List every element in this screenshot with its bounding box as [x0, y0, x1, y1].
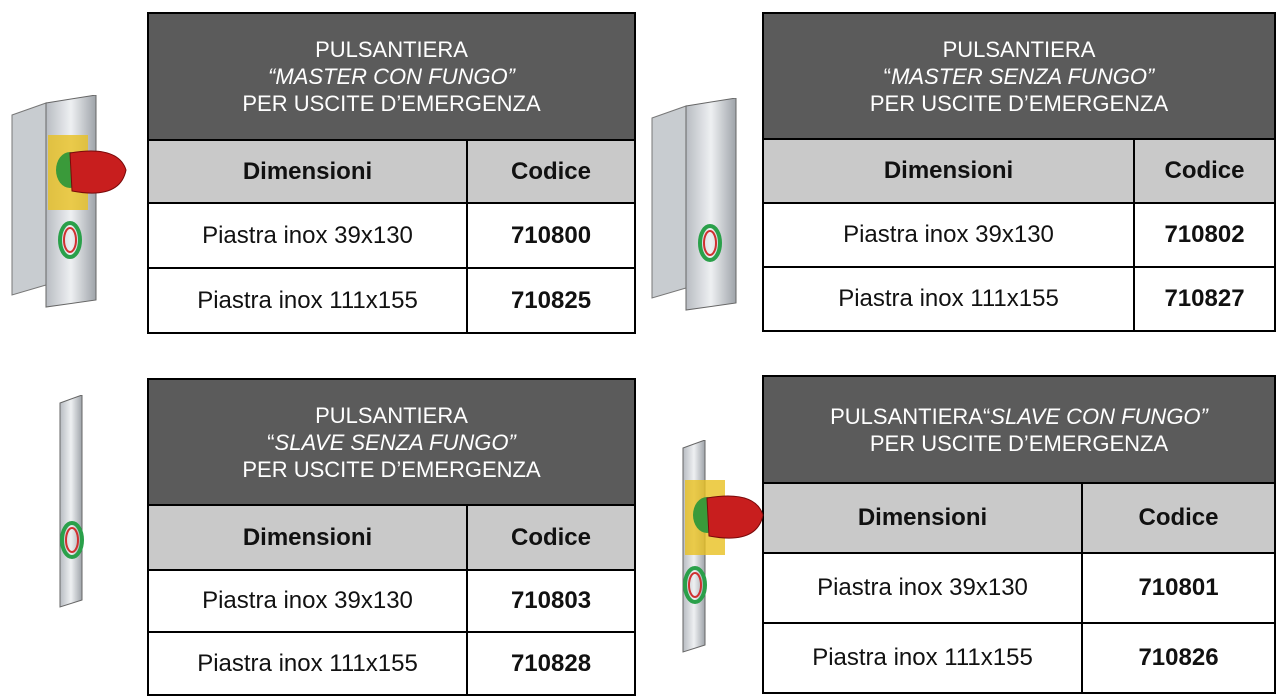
header-line: PER USCITE D’EMERGENZA: [242, 90, 540, 117]
header-line: PER USCITE D’EMERGENZA: [870, 430, 1168, 457]
header-line: PER USCITE D’EMERGENZA: [242, 456, 540, 483]
table-row: Piastra inox 111x155 710828: [149, 631, 634, 694]
column-header: Codice: [468, 141, 634, 202]
header-text: PULSANTIERA“: [830, 403, 991, 429]
header-text: PER USCITE D’EMERGENZA: [869, 90, 1169, 116]
dimension-cell: Piastra inox 111x155: [149, 269, 468, 332]
code-cell: 710828: [510, 649, 592, 677]
column-header: Dimensioni: [149, 141, 468, 202]
product-image: [11, 95, 127, 308]
table-header: PULSANTIERA“SLAVE CON FUNGO” PER USCITE D…: [764, 377, 1274, 484]
table-header: PULSANTIERA “MASTER SENZA FUNGO” PER USCIT…: [764, 14, 1274, 140]
column-header: Codice: [1083, 484, 1274, 552]
dimension-cell: Piastra inox 111x155: [764, 268, 1135, 330]
code-cell: 710827: [1164, 285, 1245, 312]
code-cell: 710803: [510, 587, 592, 614]
header-text: PER USCITE D’EMERGENZA: [242, 91, 541, 116]
column-header: Codice: [1135, 140, 1274, 202]
code-cell: 710826: [1138, 644, 1219, 671]
header-line: “MASTER CON FUNGO”: [268, 63, 515, 90]
product-table: PULSANTIERA “MASTER CON FUNGO” PER USCITE …: [147, 12, 636, 334]
table-header: PULSANTIERA “MASTER CON FUNGO” PER USCITE …: [149, 14, 634, 141]
column-header-row: Dimensioni Codice: [764, 484, 1274, 552]
header-text: PULSANTIERA: [315, 37, 468, 62]
column-header: Codice: [468, 506, 634, 569]
header-line: PULSANTIERA: [315, 36, 468, 63]
header-text: PULSANTIERA: [315, 402, 468, 428]
header-text: “: [267, 429, 275, 455]
column-header: Dimensioni: [764, 140, 1135, 202]
product-table: PULSANTIERA“SLAVE CON FUNGO” PER USCITE D…: [762, 375, 1276, 694]
dimension-cell: Piastra inox 39x130: [764, 554, 1083, 622]
code-cell: 710801: [1138, 574, 1219, 601]
header-text: PER USCITE D’EMERGENZA: [242, 456, 541, 482]
table-row: Piastra inox 39x130 710802: [764, 202, 1274, 266]
column-header-row: Dimensioni Codice: [764, 140, 1274, 202]
product-image: [59, 395, 84, 608]
header-text: PER USCITE D’EMERGENZA: [869, 430, 1169, 456]
table-row: Piastra inox 39x130 710803: [149, 569, 634, 631]
column-header: Dimensioni: [149, 506, 468, 569]
column-header-row: Dimensioni Codice: [149, 506, 634, 569]
header-text: PULSANTIERA: [942, 36, 1096, 62]
table-row: Piastra inox 111x155 710826: [764, 622, 1274, 692]
product-image: [682, 440, 764, 653]
header-line: “SLAVE SENZA FUNGO”: [267, 429, 516, 456]
product-table: PULSANTIERA “MASTER SENZA FUNGO” PER USCIT…: [762, 12, 1276, 332]
table-header: PULSANTIERA “SLAVE SENZA FUNGO” PER USCITE…: [149, 380, 634, 506]
header-line: PULSANTIERA“SLAVE CON FUNGO”: [830, 403, 1208, 430]
header-text: “: [883, 63, 892, 89]
header-line: PER USCITE D’EMERGENZA: [870, 90, 1168, 117]
header-line: “MASTER SENZA FUNGO”: [884, 63, 1155, 90]
code-cell: 710800: [510, 221, 592, 249]
code-cell: 710825: [510, 286, 592, 314]
table-row: Piastra inox 39x130 710801: [764, 552, 1274, 622]
dimension-cell: Piastra inox 39x130: [149, 204, 468, 267]
header-line: PULSANTIERA: [315, 402, 468, 429]
header-text: SLAVE SENZA FUNGO”: [274, 429, 516, 455]
column-header-row: Dimensioni Codice: [149, 141, 634, 202]
header-text: SLAVE CON FUNGO”: [990, 403, 1208, 429]
product-table: PULSANTIERA “SLAVE SENZA FUNGO” PER USCITE…: [147, 378, 636, 696]
dimension-cell: Piastra inox 39x130: [764, 204, 1135, 266]
dimension-cell: Piastra inox 111x155: [149, 633, 468, 694]
product-image: [651, 98, 737, 311]
header-text: “MASTER CON FUNGO”: [268, 64, 515, 89]
header-line: PULSANTIERA: [943, 36, 1096, 63]
header-text: MASTER SENZA FUNGO”: [891, 63, 1155, 89]
code-cell: 710802: [1164, 221, 1245, 248]
dimension-cell: Piastra inox 39x130: [149, 571, 468, 631]
dimension-cell: Piastra inox 111x155: [764, 624, 1083, 692]
table-row: Piastra inox 111x155 710827: [764, 266, 1274, 330]
table-row: Piastra inox 111x155 710825: [149, 267, 634, 332]
table-row: Piastra inox 39x130 710800: [149, 202, 634, 267]
column-header: Dimensioni: [764, 484, 1083, 552]
